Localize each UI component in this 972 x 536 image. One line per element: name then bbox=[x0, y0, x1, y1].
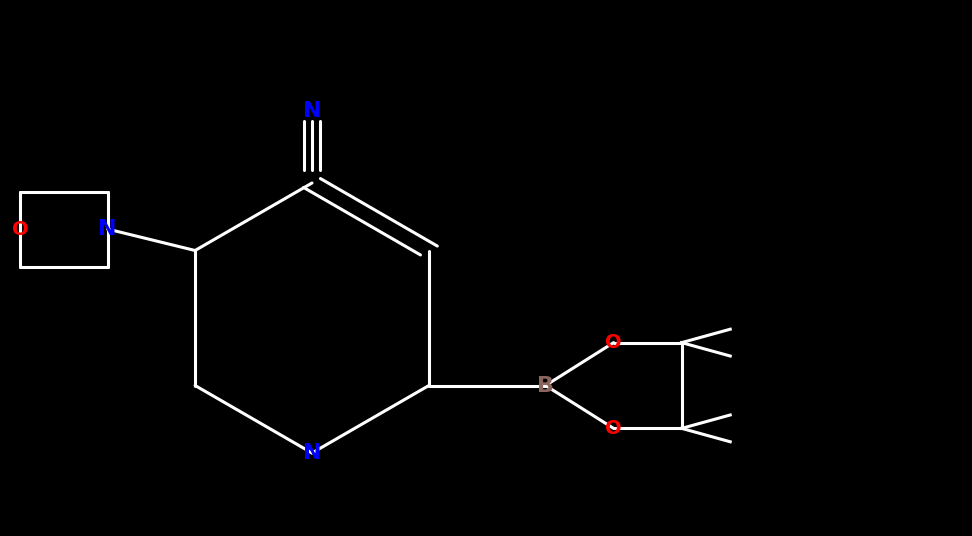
Text: O: O bbox=[606, 419, 622, 438]
Text: N: N bbox=[98, 219, 117, 239]
Text: O: O bbox=[606, 333, 622, 352]
Text: O: O bbox=[12, 220, 28, 239]
Text: N: N bbox=[302, 443, 322, 463]
Text: B: B bbox=[538, 376, 554, 396]
Text: N: N bbox=[302, 101, 322, 121]
